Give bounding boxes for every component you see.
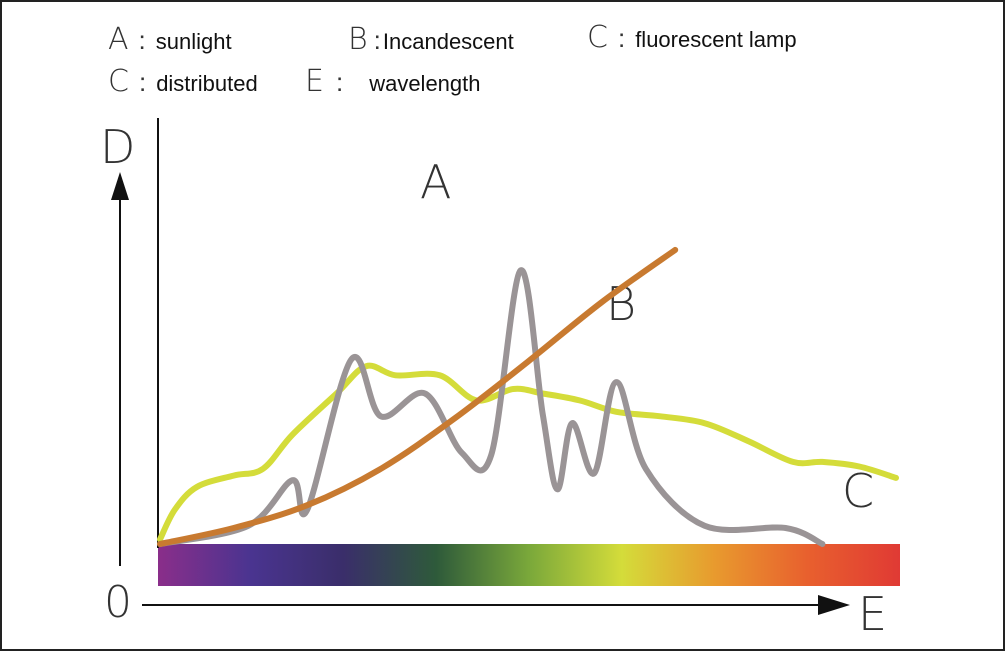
series-c-line bbox=[157, 267, 826, 547]
legend-colon: : bbox=[138, 25, 146, 55]
legend-colon: : bbox=[138, 67, 147, 97]
legend-item-e: E : wavelength bbox=[305, 64, 481, 99]
y-axis-label: D bbox=[100, 120, 135, 174]
y-axis-arrowhead bbox=[111, 172, 129, 200]
legend-text: sunlight bbox=[155, 29, 232, 54]
x-axis-label: E bbox=[858, 587, 887, 641]
legend-letter: C bbox=[587, 20, 608, 55]
origin-label: 0 bbox=[104, 577, 132, 628]
legend-item-b: B : Incandescent bbox=[348, 22, 514, 57]
legend-text: wavelength bbox=[369, 71, 481, 96]
annotation-c: C bbox=[842, 464, 874, 518]
legend-colon: : bbox=[335, 67, 344, 97]
legend: A : sunlight B : Incandescent C : fluore… bbox=[0, 0, 1001, 110]
series-b-line bbox=[157, 246, 679, 547]
legend-text: Incandescent bbox=[382, 29, 514, 54]
spectrum-band bbox=[158, 544, 900, 586]
annotation-a: A bbox=[420, 155, 451, 209]
legend-letter: E bbox=[305, 64, 324, 99]
legend-item-c: C : fluorescent lamp bbox=[587, 20, 797, 55]
legend-item-c2: C : distributed bbox=[108, 64, 258, 99]
legend-text: distributed bbox=[156, 71, 258, 96]
legend-letter: C bbox=[108, 64, 129, 99]
legend-letter: A bbox=[108, 22, 129, 57]
legend-colon: : bbox=[373, 25, 381, 55]
legend-colon: : bbox=[617, 23, 626, 53]
legend-text: fluorescent lamp bbox=[635, 27, 797, 52]
legend-item-a: A : sunlight bbox=[108, 22, 232, 57]
legend-letter: B bbox=[348, 22, 368, 57]
x-axis-arrowhead bbox=[818, 595, 850, 615]
series-a-line bbox=[157, 362, 899, 543]
